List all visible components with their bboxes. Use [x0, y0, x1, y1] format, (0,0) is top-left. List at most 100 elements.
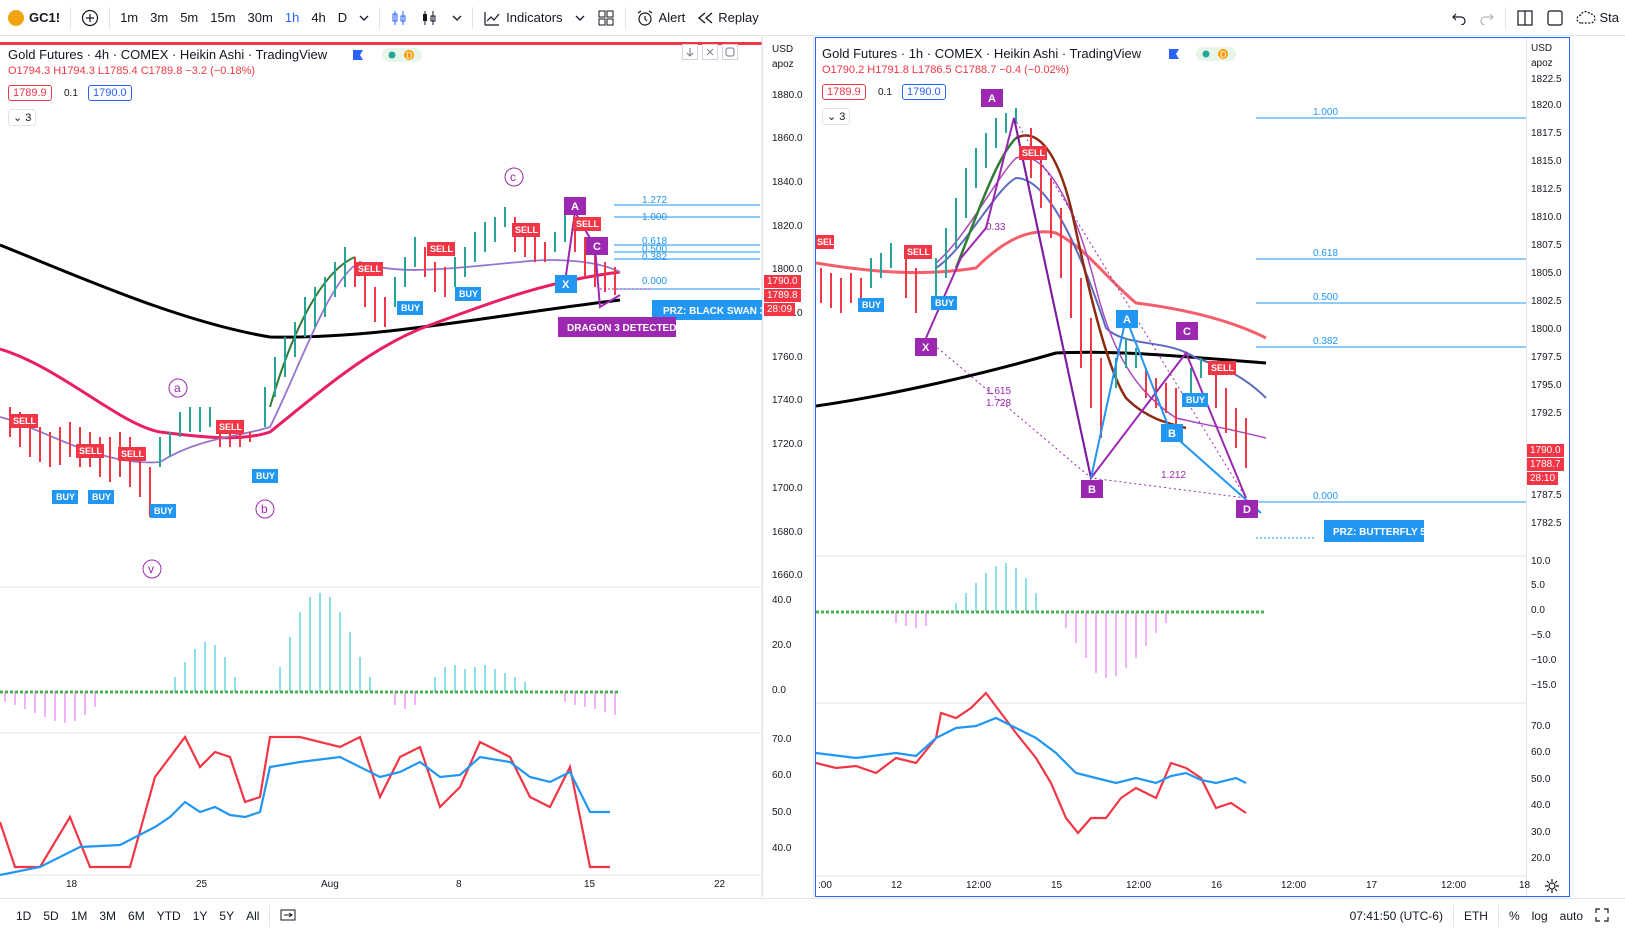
interval-d[interactable]: D — [337, 10, 348, 25]
undo-button[interactable] — [1445, 0, 1473, 36]
time-tick: 22 — [714, 879, 726, 890]
interval-3m[interactable]: 3m — [150, 10, 169, 25]
left-chart-pane[interactable]: Gold Futures · 4h · COMEX · Heikin Ashi … — [0, 37, 763, 897]
left-spread: 0.1 — [64, 88, 78, 99]
left-indicator-collapse[interactable]: ⌄ 3 — [8, 109, 37, 126]
chart-type-dropdown[interactable] — [446, 0, 468, 36]
symbol-search[interactable]: GC1! — [0, 0, 66, 36]
right-bid-price[interactable]: 1789.9 — [822, 84, 866, 100]
interval-30m[interactable]: 30m — [247, 10, 273, 25]
rsi-tick: 50.0 — [1531, 774, 1551, 785]
maximize-icon[interactable] — [722, 44, 738, 60]
left-scale-mode[interactable]: apoz — [772, 59, 794, 70]
wave-labels: c a b v — [142, 167, 524, 579]
right-ratio-labels: 0.33 1.615 1.728 1.212 — [986, 222, 1186, 481]
right-harmonic-pattern — [925, 117, 1247, 499]
interval-5m[interactable]: 5m — [180, 10, 199, 25]
log-scale-toggle[interactable]: log — [1531, 909, 1548, 923]
right-ohlc-values: O1790.2 H1791.8 L1786.5 C1788.7 −0.4 (−0… — [822, 64, 1070, 76]
alarm-clock-icon — [637, 10, 652, 26]
right-chart-pane[interactable]: Gold Futures · 1h · COMEX · Heikin Ashi … — [815, 37, 1570, 897]
interval-1h[interactable]: 1h — [284, 10, 300, 25]
session-toggle[interactable]: ETH — [1463, 909, 1488, 923]
settings-gear-icon[interactable] — [1544, 878, 1560, 894]
left-ask-price[interactable]: 1790.0 — [88, 85, 132, 101]
split-layout-button[interactable] — [1510, 0, 1540, 36]
right-last-price-tag: 1790.0 — [1527, 444, 1564, 457]
add-symbol-button[interactable] — [75, 0, 105, 36]
left-bid-price[interactable]: 1789.9 — [8, 85, 52, 101]
range-ytd[interactable]: YTD — [156, 909, 181, 923]
price-tick: 1787.5 — [1531, 490, 1562, 501]
indicators-dropdown[interactable] — [569, 0, 591, 36]
flag-icon[interactable] — [1168, 48, 1180, 60]
fullscreen-chart-button[interactable] — [1589, 907, 1615, 925]
auto-scale-toggle[interactable]: auto — [1559, 909, 1583, 923]
right-scale-mode[interactable]: apoz — [1531, 58, 1553, 69]
range-1y[interactable]: 1Y — [192, 909, 208, 923]
range-3m[interactable]: 3M — [99, 909, 117, 923]
interval-4h[interactable]: 4h — [311, 10, 326, 25]
price-tick: 1660.0 — [772, 570, 803, 581]
price-tick: 1797.5 — [1531, 352, 1562, 363]
date-range-button[interactable] — [274, 908, 302, 925]
top-toolbar: GC1! 1m 3m 5m 15m 30m 1h 4h D Indicators… — [0, 0, 1625, 36]
left-fib-labels: 1.272 1.000 0.618 0.500 0.382 0.000 — [642, 195, 667, 287]
point-c: C — [593, 241, 601, 253]
right-time-axis[interactable]: :00 12 12:00 15 12:00 16 12:00 17 12:00 … — [816, 876, 1530, 896]
point-x: X — [922, 342, 930, 354]
save-cloud-button[interactable]: Sta — [1570, 0, 1625, 36]
chart-type-button[interactable] — [414, 0, 446, 36]
left-time-axis[interactable]: 18 25 Aug 8 15 22 — [0, 875, 763, 897]
range-6m[interactable]: 6M — [128, 909, 145, 923]
rsi-tick: 60.0 — [772, 770, 792, 781]
range-all[interactable]: All — [246, 909, 260, 923]
left-price-axis[interactable]: USD apoz 1880.0 1860.0 1840.0 1820.0 180… — [764, 37, 814, 897]
price-tick: 1720.0 — [772, 439, 803, 450]
right-rsi-red — [816, 691, 1247, 835]
price-tick: 1880.0 — [772, 90, 803, 101]
interval-15m[interactable]: 15m — [210, 10, 236, 25]
replay-button[interactable]: Replay — [691, 0, 764, 36]
time-tick: 12:00 — [1441, 880, 1467, 891]
left-chart-canvas[interactable]: 1.272 1.000 0.618 0.500 0.382 0.000 — [0, 37, 763, 897]
left-currency[interactable]: USD — [772, 44, 794, 55]
right-xb-dotted — [925, 117, 1247, 499]
price-tick: 1820.0 — [1531, 100, 1562, 111]
redo-button[interactable] — [1473, 0, 1501, 36]
price-tick: 1800.0 — [772, 264, 803, 275]
divider — [109, 6, 111, 29]
right-fib-labels: 1.000 0.618 0.500 0.382 0.000 — [1313, 107, 1338, 502]
layout-button[interactable] — [591, 0, 621, 36]
plus-circle-icon — [81, 9, 99, 26]
close-icon[interactable] — [702, 44, 718, 60]
interval-1m[interactable]: 1m — [120, 10, 139, 25]
rsi-tick: 70.0 — [1531, 721, 1551, 732]
divider — [269, 905, 271, 927]
interval-dropdown[interactable] — [353, 0, 375, 36]
range-5d[interactable]: 5D — [43, 909, 59, 923]
split-view-icon — [1517, 9, 1534, 26]
clock-timezone[interactable]: 07:41:50 (UTC-6) — [1349, 909, 1443, 923]
point-b: B — [1088, 484, 1096, 496]
redo-icon — [1480, 13, 1495, 25]
price-tick: 1792.5 — [1531, 408, 1562, 419]
market-status-icon: D — [1196, 47, 1236, 61]
right-chart-canvas[interactable]: 1.000 0.618 0.500 0.382 0.000 — [816, 38, 1569, 897]
percent-scale-toggle[interactable]: % — [1508, 909, 1520, 923]
range-1d[interactable]: 1D — [16, 909, 32, 923]
osc-tick: −5.0 — [1531, 630, 1551, 641]
left-ohlc-values: O1794.3 H1794.3 L1785.4 C1789.8 −3.2 (−0… — [8, 65, 256, 77]
alert-button[interactable]: Alert — [630, 0, 692, 36]
right-indicator-collapse[interactable]: ⌄ 3 — [822, 108, 851, 125]
right-currency[interactable]: USD — [1531, 43, 1553, 54]
fullscreen-button[interactable] — [1540, 0, 1570, 36]
indicators-button[interactable]: Indicators — [477, 0, 568, 36]
right-ask-price[interactable]: 1790.0 — [902, 84, 946, 100]
scroll-down-icon[interactable] — [682, 44, 698, 60]
range-1m[interactable]: 1M — [70, 909, 88, 923]
flag-icon[interactable] — [352, 49, 364, 61]
right-price-axis[interactable]: USD apoz 1822.5 1820.0 1817.5 1815.0 181… — [1526, 38, 1569, 896]
bars-style-button[interactable] — [384, 0, 414, 36]
range-5y[interactable]: 5Y — [219, 909, 235, 923]
